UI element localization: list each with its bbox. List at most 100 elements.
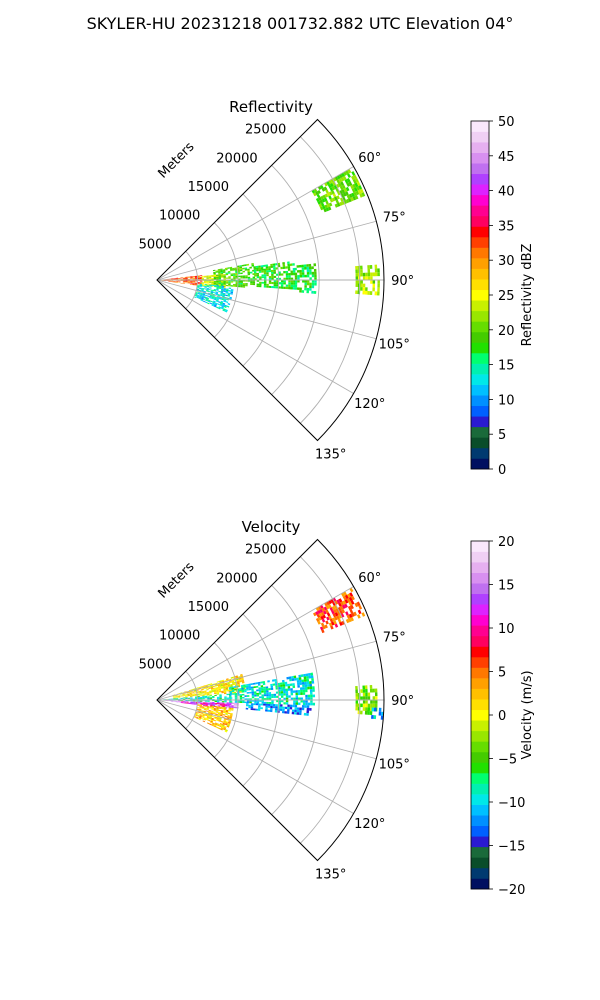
echo-cell bbox=[285, 266, 288, 269]
echo-cell bbox=[224, 682, 228, 685]
echo-cell bbox=[287, 688, 291, 691]
echo-cell bbox=[187, 281, 191, 282]
echo-cell bbox=[215, 274, 219, 276]
echo-cell bbox=[338, 614, 343, 619]
echo-cell bbox=[349, 609, 354, 614]
echo-cell bbox=[220, 268, 223, 270]
echo-cell bbox=[206, 287, 210, 290]
echo-cell bbox=[204, 696, 208, 698]
colorbar-tick-label: −10 bbox=[498, 796, 525, 811]
echo-cell bbox=[214, 724, 217, 727]
echo-cell bbox=[253, 267, 257, 270]
echo-cell bbox=[233, 704, 237, 706]
echo-cell bbox=[339, 610, 343, 615]
echo-cell bbox=[261, 274, 264, 277]
echo-cell bbox=[223, 710, 226, 713]
echo-cell bbox=[362, 689, 366, 693]
echo-cell bbox=[348, 617, 352, 623]
echo-cell bbox=[240, 284, 243, 286]
echo-cell bbox=[367, 272, 371, 277]
echo-cell bbox=[348, 181, 353, 186]
echo-cell bbox=[367, 703, 371, 708]
echo-cell bbox=[192, 694, 195, 696]
echo-cell bbox=[235, 275, 239, 278]
echo-cell bbox=[293, 697, 296, 700]
echo-cell bbox=[222, 292, 226, 295]
echo-cell bbox=[256, 701, 260, 704]
echo-cell bbox=[265, 268, 269, 271]
echo-cell bbox=[197, 282, 200, 284]
echo-cell bbox=[229, 688, 232, 690]
echo-cell bbox=[212, 712, 216, 715]
echo-cell bbox=[226, 706, 229, 708]
sector-outline bbox=[156, 118, 385, 442]
echo-cell bbox=[235, 277, 239, 279]
colorbar-segment bbox=[471, 152, 489, 164]
echo-cell bbox=[240, 282, 243, 285]
echo-cell bbox=[210, 710, 214, 712]
echo-cell bbox=[203, 281, 207, 283]
echo-cell bbox=[359, 193, 363, 198]
echo-cell bbox=[222, 309, 226, 312]
echo-cell bbox=[327, 604, 332, 609]
echo-cell bbox=[203, 288, 207, 290]
echo-cell bbox=[241, 679, 245, 682]
echo-cell bbox=[198, 297, 202, 299]
echo-cell bbox=[207, 697, 210, 699]
echo-cell bbox=[369, 264, 373, 269]
echo-cell bbox=[223, 305, 227, 308]
echo-cell bbox=[196, 296, 200, 298]
echo-cell bbox=[199, 715, 202, 718]
echo-cell bbox=[271, 277, 274, 280]
echo-cell bbox=[199, 294, 203, 297]
echo-cell bbox=[214, 304, 217, 307]
echo-cell bbox=[268, 266, 271, 269]
echo-cell bbox=[199, 705, 202, 708]
echo-cell bbox=[308, 263, 312, 267]
echo-cell bbox=[188, 702, 191, 704]
echo-cell bbox=[223, 719, 227, 722]
colorbar-segment bbox=[471, 804, 489, 816]
echo-cell bbox=[223, 720, 227, 723]
echo-cell bbox=[367, 276, 371, 280]
echo-cell bbox=[224, 696, 227, 698]
echo-cell bbox=[325, 207, 330, 212]
echo-cell bbox=[365, 272, 368, 277]
echo-cell bbox=[203, 687, 206, 690]
echo-cell bbox=[192, 284, 195, 286]
echo-cell bbox=[220, 274, 224, 276]
echo-cell bbox=[199, 276, 203, 278]
echo-cell bbox=[261, 268, 264, 271]
echo-cell bbox=[310, 672, 314, 676]
echo-cell bbox=[263, 285, 267, 288]
echo-cell bbox=[229, 268, 233, 270]
colorbar-segment bbox=[471, 331, 489, 343]
echo-cell bbox=[216, 693, 220, 695]
colorbar-segment bbox=[471, 268, 489, 280]
echo-cell bbox=[255, 685, 259, 688]
echo-cell bbox=[224, 310, 228, 313]
echo-cell bbox=[301, 290, 305, 293]
echo-cell bbox=[241, 678, 244, 681]
echo-cell bbox=[218, 277, 222, 279]
echo-cell bbox=[205, 718, 209, 721]
echo-cell bbox=[259, 700, 262, 702]
echo-cell bbox=[209, 706, 212, 708]
echo-cell bbox=[225, 712, 229, 714]
colorbar-segment bbox=[471, 416, 489, 428]
echo-cell bbox=[209, 716, 213, 718]
colorbar-tick-label: 50 bbox=[498, 115, 515, 130]
echo-cell bbox=[365, 707, 368, 712]
echo-cell bbox=[364, 685, 368, 690]
echo-cell bbox=[365, 688, 368, 693]
echo-cell bbox=[326, 203, 331, 208]
echo-cell bbox=[225, 289, 229, 292]
echo-cell bbox=[228, 282, 231, 284]
echo-cell bbox=[217, 714, 221, 716]
colorbar-segment bbox=[471, 751, 489, 763]
echo-cell bbox=[258, 269, 262, 272]
echo-cell bbox=[197, 704, 200, 706]
echo-cell bbox=[331, 610, 335, 615]
echo-cell bbox=[303, 712, 307, 716]
echo-cell bbox=[210, 712, 214, 714]
